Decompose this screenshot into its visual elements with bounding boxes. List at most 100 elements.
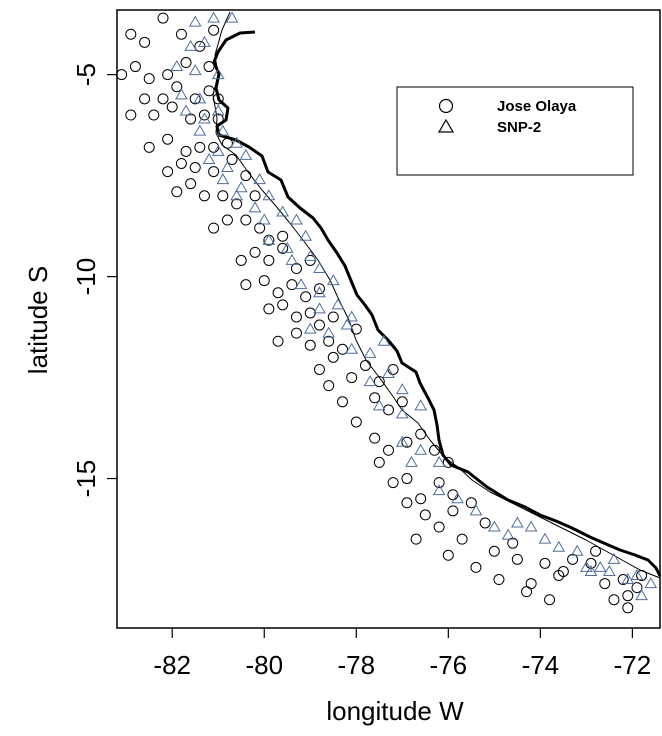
point-snp-2 (234, 181, 248, 193)
point-snp-2 (225, 11, 239, 23)
point-jose-olaya (189, 162, 201, 174)
point-snp-2 (193, 124, 207, 136)
point-snp-2 (202, 152, 216, 164)
point-jose-olaya (622, 590, 634, 602)
point-jose-olaya (419, 509, 431, 521)
point-jose-olaya (258, 275, 270, 287)
point-snp-2 (432, 455, 446, 467)
point-jose-olaya (433, 521, 445, 533)
point-snp-2 (372, 399, 386, 411)
point-jose-olaya (226, 153, 238, 165)
point-snp-2 (340, 318, 354, 330)
point-jose-olaya (240, 279, 252, 291)
point-jose-olaya (139, 93, 151, 105)
point-jose-olaya (373, 456, 385, 468)
point-jose-olaya (479, 517, 491, 529)
x-tick-label: -80 (245, 650, 283, 680)
x-tick-label: -76 (430, 650, 468, 680)
point-jose-olaya (327, 351, 339, 363)
point-snp-2 (216, 124, 230, 136)
point-snp-2 (524, 520, 538, 532)
x-tick-label: -82 (153, 650, 191, 680)
point-snp-2 (552, 540, 566, 552)
point-snp-2 (326, 274, 340, 286)
point-jose-olaya (488, 545, 500, 557)
point-jose-olaya (240, 214, 252, 226)
point-jose-olaya (290, 263, 302, 275)
point-jose-olaya (166, 101, 178, 113)
point-snp-2 (207, 11, 221, 23)
point-jose-olaya (180, 145, 192, 157)
point-jose-olaya (433, 477, 445, 489)
point-jose-olaya (544, 594, 556, 606)
point-jose-olaya (507, 537, 519, 549)
point-jose-olaya (631, 582, 643, 594)
point-jose-olaya (212, 93, 224, 105)
y-tick-label: -5 (71, 63, 101, 86)
point-jose-olaya (254, 222, 266, 234)
point-jose-olaya (194, 141, 206, 153)
point-snp-2 (331, 298, 345, 310)
point-jose-olaya (272, 335, 284, 347)
point-jose-olaya (272, 287, 284, 299)
point-jose-olaya (221, 214, 233, 226)
point-jose-olaya (249, 246, 261, 258)
point-jose-olaya (277, 230, 289, 242)
point-jose-olaya (313, 363, 325, 375)
point-snp-2 (363, 375, 377, 387)
point-jose-olaya (175, 28, 187, 40)
point-jose-olaya (313, 283, 325, 295)
point-snp-2 (405, 455, 418, 467)
point-snp-2 (184, 39, 197, 51)
point-jose-olaya (221, 137, 233, 149)
point-snp-2 (253, 173, 267, 185)
point-jose-olaya (442, 549, 454, 561)
point-snp-2 (607, 552, 621, 564)
point-jose-olaya (231, 198, 243, 210)
point-jose-olaya (125, 28, 137, 40)
point-snp-2 (193, 92, 207, 104)
point-snp-2 (313, 286, 326, 298)
point-snp-2 (276, 205, 290, 217)
point-jose-olaya (346, 372, 358, 384)
point-jose-olaya (300, 291, 312, 303)
point-jose-olaya (139, 36, 151, 48)
point-jose-olaya (129, 61, 141, 73)
point-snp-2 (262, 233, 276, 245)
point-snp-2 (432, 484, 446, 496)
point-jose-olaya (277, 299, 289, 311)
point-jose-olaya (217, 190, 229, 202)
point-jose-olaya (599, 578, 611, 590)
point-jose-olaya (456, 533, 468, 545)
point-snp-2 (179, 104, 193, 116)
point-snp-2 (221, 161, 234, 173)
point-snp-2 (211, 104, 225, 116)
point-jose-olaya (208, 222, 220, 234)
point-jose-olaya (350, 416, 362, 428)
point-jose-olaya (557, 565, 569, 577)
point-jose-olaya (185, 178, 197, 190)
point-jose-olaya (249, 190, 261, 202)
point-jose-olaya (401, 473, 413, 485)
point-snp-2 (501, 528, 515, 540)
point-jose-olaya (185, 113, 197, 125)
point-snp-2 (211, 68, 225, 80)
point-jose-olaya (590, 545, 602, 557)
point-snp-2 (299, 229, 313, 241)
point-snp-2 (188, 64, 202, 76)
point-jose-olaya (263, 303, 275, 315)
point-jose-olaya (511, 553, 523, 565)
point-snp-2 (198, 35, 211, 47)
point-snp-2 (603, 564, 616, 576)
point-jose-olaya (415, 493, 427, 505)
legend-symbol-jose-olaya (438, 98, 454, 114)
point-jose-olaya (387, 477, 399, 489)
point-jose-olaya (336, 343, 348, 355)
legend-label-jose-olaya: Jose Olaya (497, 98, 577, 115)
point-jose-olaya (429, 444, 441, 456)
point-jose-olaya (116, 69, 128, 81)
point-snp-2 (170, 60, 184, 72)
point-snp-2 (644, 577, 658, 589)
point-jose-olaya (304, 339, 316, 351)
point-jose-olaya (162, 69, 174, 81)
